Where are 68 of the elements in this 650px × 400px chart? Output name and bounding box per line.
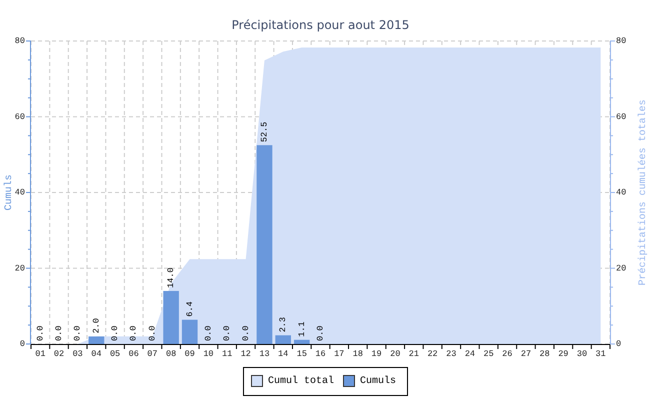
x-tick-label: 12 (240, 349, 251, 359)
x-tick-label: 05 (110, 349, 120, 359)
y2-tick-label: 60 (616, 112, 626, 122)
data-label: 2.3 (278, 316, 288, 332)
x-tick-label: 22 (427, 349, 438, 359)
y-tick-label: 0 (20, 339, 25, 349)
data-label: 2.0 (91, 318, 102, 334)
data-label: 0.0 (316, 326, 326, 341)
x-tick-label: 13 (259, 349, 270, 359)
x-tick-label: 30 (576, 349, 588, 359)
bar (182, 320, 198, 344)
data-label: 0.0 (203, 326, 214, 341)
x-tick-label: 31 (596, 349, 606, 359)
bar (163, 290, 179, 344)
data-label: 0.0 (222, 326, 232, 341)
x-tick-label: 10 (203, 349, 214, 359)
chart-title: Précipitations pour aout 2015 (232, 18, 410, 32)
legend-label: Cumuls (360, 374, 396, 386)
y-tick-label: 20 (14, 263, 25, 274)
y2-tick-label: 80 (616, 36, 626, 46)
x-tick-label: 14 (278, 349, 288, 359)
x-tick-label: 20 (390, 349, 400, 359)
y2-tick-label: 20 (616, 263, 626, 274)
x-tick-label: 11 (222, 349, 232, 359)
x-tick-label: 15 (296, 349, 307, 359)
x-tick-label: 09 (184, 349, 195, 359)
bar (88, 336, 104, 344)
data-label: 52.5 (259, 122, 270, 142)
x-tick-label: 07 (147, 349, 158, 359)
x-tick-label: 16 (315, 349, 326, 359)
bar (294, 340, 310, 344)
x-tick-label: 28 (540, 349, 550, 359)
data-label: 0.0 (110, 326, 120, 341)
x-tick-label: 02 (54, 349, 64, 359)
data-label: 0.0 (128, 326, 139, 341)
legend-label: Cumul total (268, 374, 334, 386)
x-tick-label: 17 (334, 349, 344, 359)
x-tick-label: 06 (128, 349, 139, 359)
x-tick-label: 03 (72, 349, 83, 359)
x-tick-label: 26 (502, 349, 512, 359)
y-axis-title: Cumuls (2, 174, 14, 211)
y2-axis-title: Précipitations cumulées totales (636, 99, 648, 286)
y2-tick-label: 40 (616, 188, 626, 198)
x-tick-label: 25 (483, 349, 494, 359)
data-label: 1.1 (296, 322, 307, 337)
x-tick-label: 21 (408, 349, 419, 359)
x-tick-label: 01 (35, 349, 46, 359)
x-tick-label: 18 (352, 349, 363, 359)
y-tick-label: 80 (14, 36, 25, 46)
data-label: 0.0 (54, 326, 64, 341)
x-tick-label: 19 (371, 349, 382, 359)
x-tick-label: 04 (91, 349, 102, 359)
y-tick-label: 60 (14, 112, 25, 122)
x-tick-label: 08 (166, 349, 176, 359)
bar (256, 145, 272, 344)
data-label: 0.0 (147, 326, 158, 341)
data-label: 0.0 (35, 326, 46, 341)
y-tick-label: 40 (14, 188, 25, 198)
x-tick-label: 29 (558, 349, 568, 359)
x-tick-label: 24 (464, 349, 476, 359)
x-tick-label: 23 (446, 349, 456, 359)
bar (275, 335, 291, 344)
data-label: 0.0 (240, 326, 251, 341)
y2-tick-label: 0 (616, 339, 622, 349)
data-label: 6.4 (184, 301, 195, 317)
data-label: 14.0 (166, 268, 176, 288)
data-label: 0.0 (72, 326, 83, 341)
x-tick-label: 27 (520, 349, 532, 359)
